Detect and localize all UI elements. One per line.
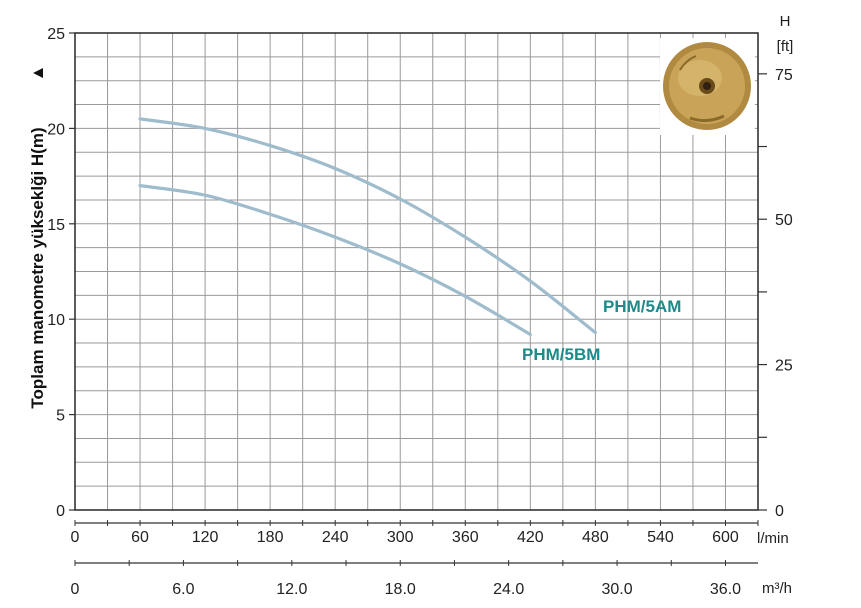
labels: 0 5 10 15 20 25 Toplam manometre yükseklği H(m… xyxy=(28,13,793,598)
plot-border xyxy=(74,32,759,511)
x-unit-lmin: l/min xyxy=(757,530,789,547)
y-tick-label: 20 xyxy=(47,121,65,138)
x-unit-m3h: m³/h xyxy=(762,580,792,597)
x-tick-label-m3h: 0 xyxy=(71,581,80,598)
x-tick-label-lmin: 120 xyxy=(192,529,219,546)
x-tick-label-lmin: 600 xyxy=(712,529,739,546)
right-tick-label: 75 xyxy=(775,67,793,84)
y-tick-label: 5 xyxy=(56,408,65,425)
x-tick-label-lmin: 240 xyxy=(322,529,349,546)
impeller-image xyxy=(660,38,755,135)
right-axis-title: H xyxy=(780,13,791,30)
x-tick-label-lmin: 360 xyxy=(452,529,479,546)
x-tick-label-lmin: 480 xyxy=(582,529,609,546)
y-axis-arrow: ▲ xyxy=(28,65,47,82)
x-tick-label-lmin: 180 xyxy=(257,529,284,546)
x-tick-label-lmin: 420 xyxy=(517,529,544,546)
series-line-phm-5bm xyxy=(138,184,532,337)
y-axis-title: Toplam manometre yükseklği H(m) xyxy=(28,127,47,408)
grid xyxy=(75,33,758,510)
x-tick-label-m3h: 6.0 xyxy=(172,581,194,598)
x-tick-label-lmin: 60 xyxy=(131,529,149,546)
right-tick-label: 25 xyxy=(775,358,793,375)
x-tick-label-m3h: 36.0 xyxy=(710,581,741,598)
plot-frame xyxy=(69,32,767,566)
x-tick-label-lmin: 0 xyxy=(71,529,80,546)
x-tick-label-m3h: 18.0 xyxy=(385,581,416,598)
series-label: PHM/5AM xyxy=(603,297,681,316)
right-axis-unit: [ft] xyxy=(777,38,794,55)
series-line-phm-5am xyxy=(138,117,597,335)
y-tick-label: 25 xyxy=(47,26,65,43)
x-tick-label-m3h: 12.0 xyxy=(276,581,307,598)
y-tick-label: 0 xyxy=(56,503,65,520)
curves xyxy=(138,117,597,337)
x-tick-label-m3h: 30.0 xyxy=(601,581,632,598)
y-tick-label: 15 xyxy=(47,217,65,234)
x-tick-label-lmin: 300 xyxy=(387,529,414,546)
right-tick-label: 50 xyxy=(775,212,793,229)
y-tick-label: 10 xyxy=(47,312,65,329)
x-tick-label-lmin: 540 xyxy=(647,529,674,546)
series-label: PHM/5BM xyxy=(522,345,600,364)
x-tick-label-m3h: 24.0 xyxy=(493,581,524,598)
right-tick-label: 0 xyxy=(775,503,784,520)
